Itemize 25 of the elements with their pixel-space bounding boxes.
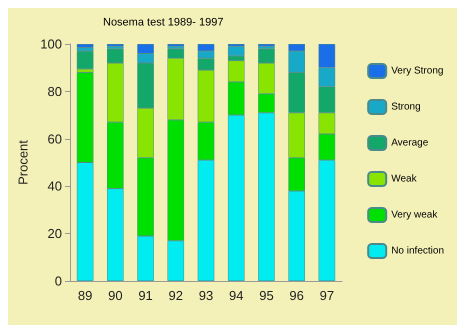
x-tick-label: 91 bbox=[138, 288, 153, 303]
y-tick-label: 20 bbox=[48, 226, 62, 242]
bar bbox=[76, 44, 94, 48]
x-tick-label: 93 bbox=[198, 288, 214, 303]
legend-label: Weak bbox=[391, 174, 418, 184]
chart-title: Nosema test 1989- 1997 bbox=[103, 16, 224, 28]
y-tick-label: 40 bbox=[48, 178, 62, 194]
y-tick-label: 60 bbox=[48, 131, 62, 146]
x-tick-label: 95 bbox=[259, 288, 274, 303]
y-tick-label: 100 bbox=[40, 36, 62, 52]
y-tick-label: 0 bbox=[54, 274, 62, 288]
legend-label: Very Strong bbox=[391, 66, 444, 76]
bar bbox=[76, 51, 94, 69]
y-axis-title: Procent bbox=[15, 140, 30, 185]
legend-label: No infection bbox=[391, 246, 444, 256]
x-tick-label: 90 bbox=[108, 288, 123, 303]
legend-label: Very weak bbox=[391, 210, 438, 220]
x-tick-label: 96 bbox=[289, 288, 304, 303]
x-tick-label: 89 bbox=[78, 288, 92, 303]
legend-label: Strong bbox=[391, 102, 421, 112]
y-tick-label: 80 bbox=[48, 84, 62, 99]
legend-label: Average bbox=[391, 138, 429, 148]
x-tick-label: 97 bbox=[320, 288, 334, 303]
x-tick-label: 92 bbox=[168, 288, 184, 303]
x-tick-label: 94 bbox=[228, 288, 244, 303]
